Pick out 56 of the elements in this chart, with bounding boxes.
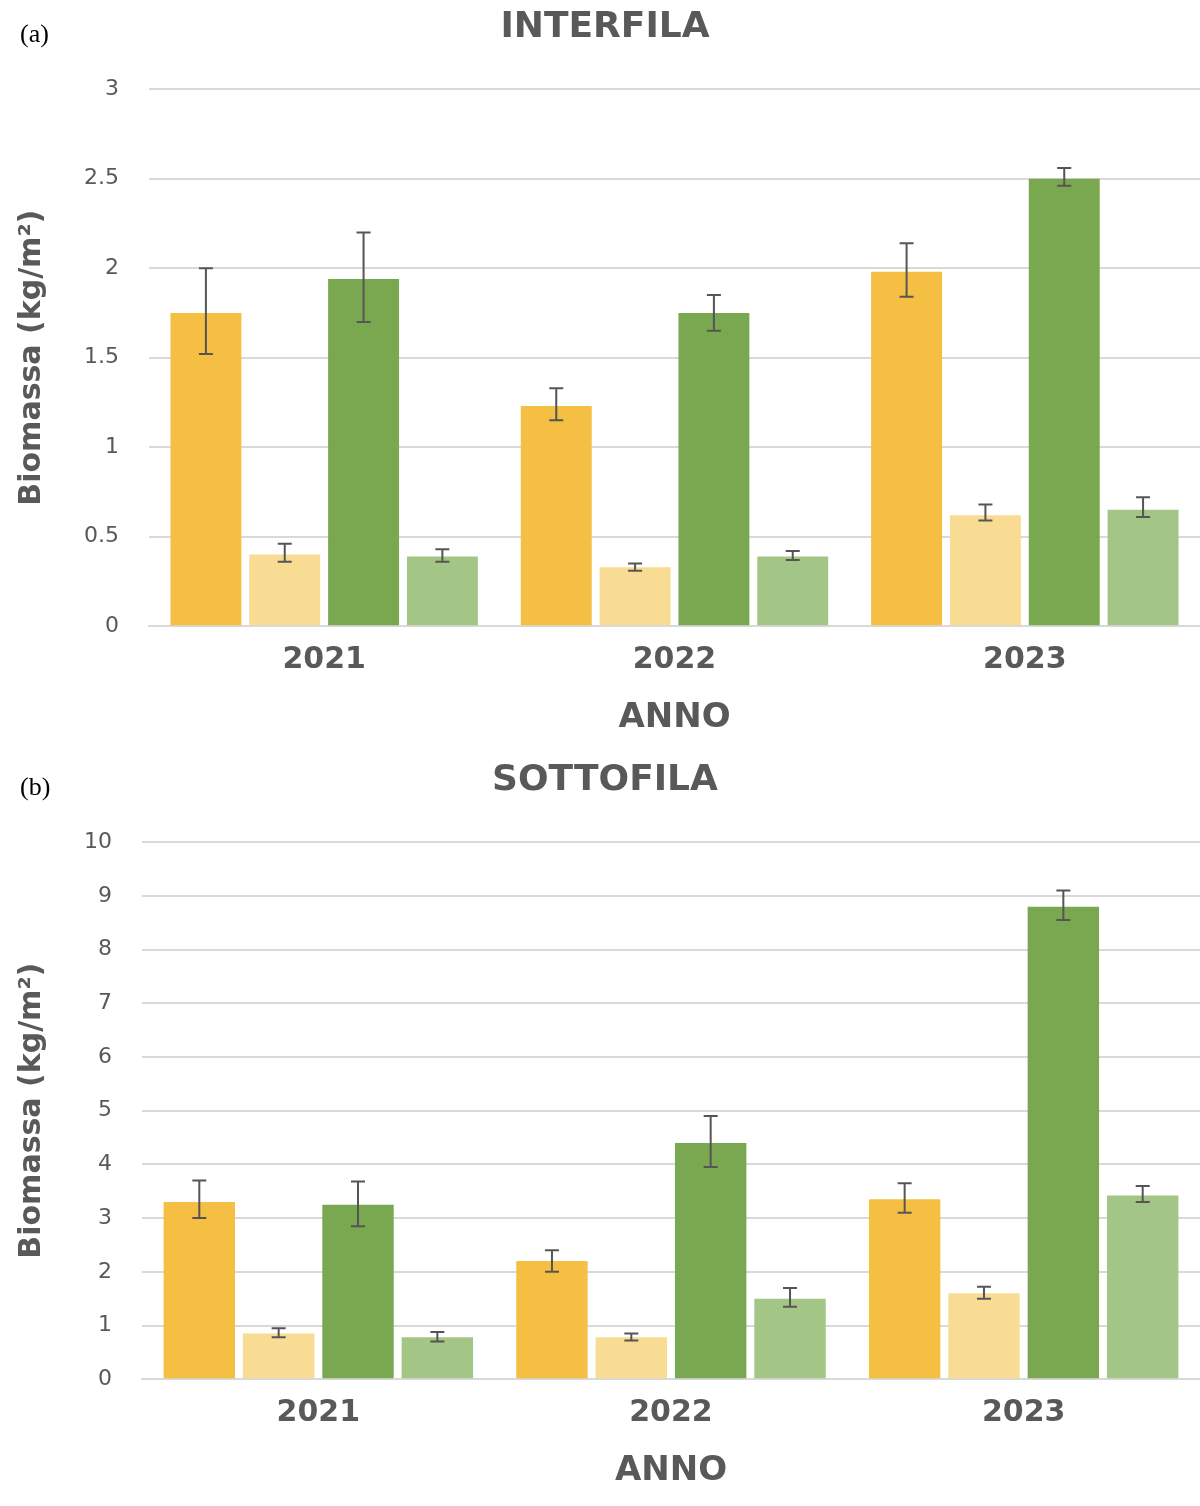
y-tick-label: 1	[97, 1311, 112, 1337]
bar	[516, 1261, 588, 1379]
y-tick-label: 6	[97, 1042, 112, 1068]
bar	[595, 1337, 668, 1379]
y-tick-label: 3	[104, 74, 119, 100]
y-tick-label: 2	[97, 1257, 112, 1283]
y-tick-label: 0.5	[83, 522, 119, 548]
y-tick-label: 0	[97, 1364, 112, 1390]
bar	[674, 1142, 747, 1379]
bar	[1028, 178, 1100, 626]
y-tick-label: 1.5	[83, 343, 119, 369]
y-tick-label: 5	[97, 1096, 112, 1122]
y-tick-label: 2	[104, 253, 119, 279]
text: (a)	[20, 18, 49, 48]
bar	[520, 406, 592, 626]
y-tick-label: 4	[97, 1150, 112, 1176]
bar	[599, 567, 671, 626]
bar	[678, 312, 750, 626]
x-tick-label: 2022	[629, 1393, 713, 1428]
bar	[949, 515, 1021, 626]
y-tick-label: 0	[104, 611, 119, 637]
text: (b)	[20, 771, 51, 801]
y-tick-label: 7	[97, 989, 112, 1015]
bar	[757, 556, 829, 626]
x-tick-label: 2023	[983, 640, 1067, 675]
bar	[249, 554, 321, 626]
bar	[754, 1298, 826, 1379]
bar	[328, 278, 400, 626]
y-tick-label: 3	[97, 1203, 112, 1229]
y-axis-title: Biomassa (kg/m²)	[11, 209, 47, 506]
bar	[406, 556, 478, 626]
y-tick-label: 10	[83, 827, 112, 853]
bar	[322, 1204, 394, 1379]
y-tick-label: 9	[97, 881, 112, 907]
bar	[1106, 1195, 1179, 1379]
x-tick-label: 2022	[632, 640, 717, 675]
y-tick-label: 2.5	[83, 164, 119, 190]
bar	[868, 1199, 941, 1379]
x-tick-label: 2023	[981, 1393, 1066, 1428]
bar	[948, 1293, 1020, 1379]
chart-title: SOTTOFILA	[492, 756, 719, 798]
bar	[170, 312, 242, 626]
x-axis-title: ANNO	[614, 1448, 728, 1489]
bar	[871, 271, 943, 626]
chart-title: INTERFILA	[500, 3, 710, 45]
x-axis-title: ANNO	[618, 695, 731, 736]
bar	[401, 1337, 474, 1379]
bar	[1107, 509, 1179, 626]
y-tick-label: 8	[97, 935, 112, 961]
x-tick-label: 2021	[276, 1393, 361, 1428]
bar	[242, 1333, 315, 1379]
bar	[163, 1201, 236, 1379]
y-tick-label: 1	[104, 432, 119, 458]
bar	[1027, 906, 1100, 1379]
y-axis-title: Biomassa (kg/m²)	[11, 962, 47, 1259]
x-tick-label: 2021	[282, 640, 366, 675]
